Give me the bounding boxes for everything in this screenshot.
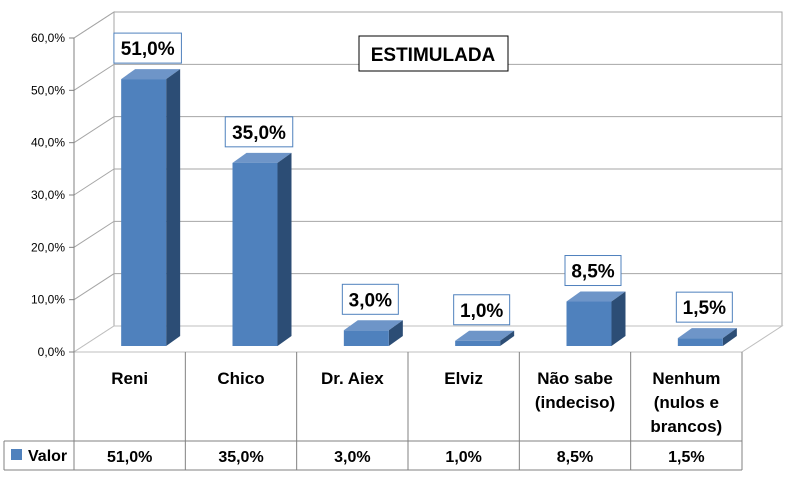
gridline — [73, 63, 782, 91]
data-label: 1,0% — [453, 294, 511, 326]
category-label: Dr. Aiex — [321, 369, 384, 388]
bar — [455, 330, 515, 346]
bar-side — [388, 320, 403, 346]
bar — [677, 328, 737, 346]
bar-top — [232, 152, 292, 163]
category-label: (nulos e — [654, 393, 719, 412]
bar-side — [722, 328, 737, 346]
y-tick-label: 40,0% — [31, 136, 65, 150]
gridline — [73, 11, 782, 39]
floor — [72, 325, 784, 353]
data-label-box — [675, 291, 733, 323]
data-labels: 51,0% 35,0% 3,0% 1,0% 8,5% 1,5% — [113, 32, 733, 326]
chart-title-box: ESTIMULADA — [358, 35, 509, 72]
y-axis: 0,0% 10,0% 20,0% 30,0% 40,0% 50,0% 60,0% — [31, 31, 75, 359]
category-labels: Reni Chico Dr. Aiex Elviz Não sabe (indeciso)… — [111, 369, 722, 436]
bar-front — [232, 162, 278, 346]
bar-side — [166, 69, 181, 346]
category-label: (indeciso) — [535, 393, 615, 412]
gridline — [73, 168, 782, 196]
bar-front — [566, 301, 612, 346]
category-label: Elviz — [444, 369, 483, 388]
bar-front — [677, 338, 723, 346]
y-tick-label: 60,0% — [31, 31, 65, 45]
data-label: 3,0% — [341, 283, 399, 315]
bar-top — [455, 330, 515, 341]
data-label-text: 1,0% — [460, 301, 503, 322]
gridlines — [73, 11, 782, 301]
category-label: Reni — [111, 369, 148, 388]
bar-side — [611, 291, 626, 346]
data-label-box — [453, 294, 511, 326]
data-label-box — [341, 283, 399, 315]
bar-top — [343, 320, 403, 331]
data-label-text: 3,0% — [349, 290, 392, 311]
bar-side — [277, 152, 292, 346]
table-value: 1,5% — [668, 449, 704, 466]
gridline — [73, 220, 782, 248]
table-value: 35,0% — [218, 449, 263, 466]
bar-front — [455, 340, 501, 346]
y-tick-label: 20,0% — [31, 240, 65, 254]
table-value: 1,0% — [445, 449, 481, 466]
y-tick-label: 10,0% — [31, 293, 65, 307]
bar-front — [121, 79, 167, 346]
bar — [232, 152, 292, 346]
bar — [343, 320, 403, 346]
category-label: Não sabe — [537, 369, 613, 388]
bar-side — [500, 330, 515, 346]
legend-label: Valor — [28, 448, 67, 465]
gridline — [73, 116, 782, 144]
chart-title: ESTIMULADA — [371, 45, 496, 66]
y-tick-label: 50,0% — [31, 83, 65, 97]
table-value: 51,0% — [107, 449, 152, 466]
table-value: 3,0% — [334, 449, 370, 466]
bars — [121, 69, 737, 346]
data-table: 51,0% 35,0% 3,0% 1,0% 8,5% 1,5% Valor — [3, 352, 743, 471]
y-tick-label: 30,0% — [31, 188, 65, 202]
bar-top — [121, 69, 181, 80]
y-tick-label: 0,0% — [38, 345, 66, 359]
data-label-text: 8,5% — [571, 262, 614, 283]
bar-front — [343, 330, 389, 346]
data-label-text: 1,5% — [683, 298, 726, 319]
bar — [121, 69, 181, 346]
bar — [566, 291, 626, 346]
category-label: brancos) — [650, 417, 722, 436]
data-label-box — [113, 32, 182, 64]
bar-top — [677, 328, 737, 339]
data-label-text: 51,0% — [121, 39, 175, 60]
category-label: Chico — [217, 369, 264, 388]
gridline — [73, 273, 782, 301]
table-value: 8,5% — [557, 449, 593, 466]
data-label-box — [564, 255, 622, 287]
data-label-box — [224, 116, 294, 148]
bar-top — [566, 291, 626, 302]
data-label: 35,0% — [224, 116, 294, 148]
legend-swatch — [11, 449, 22, 460]
data-label-text: 35,0% — [232, 123, 286, 144]
data-label: 8,5% — [564, 255, 622, 287]
data-label: 1,5% — [675, 291, 733, 323]
data-label: 51,0% — [113, 32, 182, 64]
category-label: Nenhum — [652, 369, 720, 388]
